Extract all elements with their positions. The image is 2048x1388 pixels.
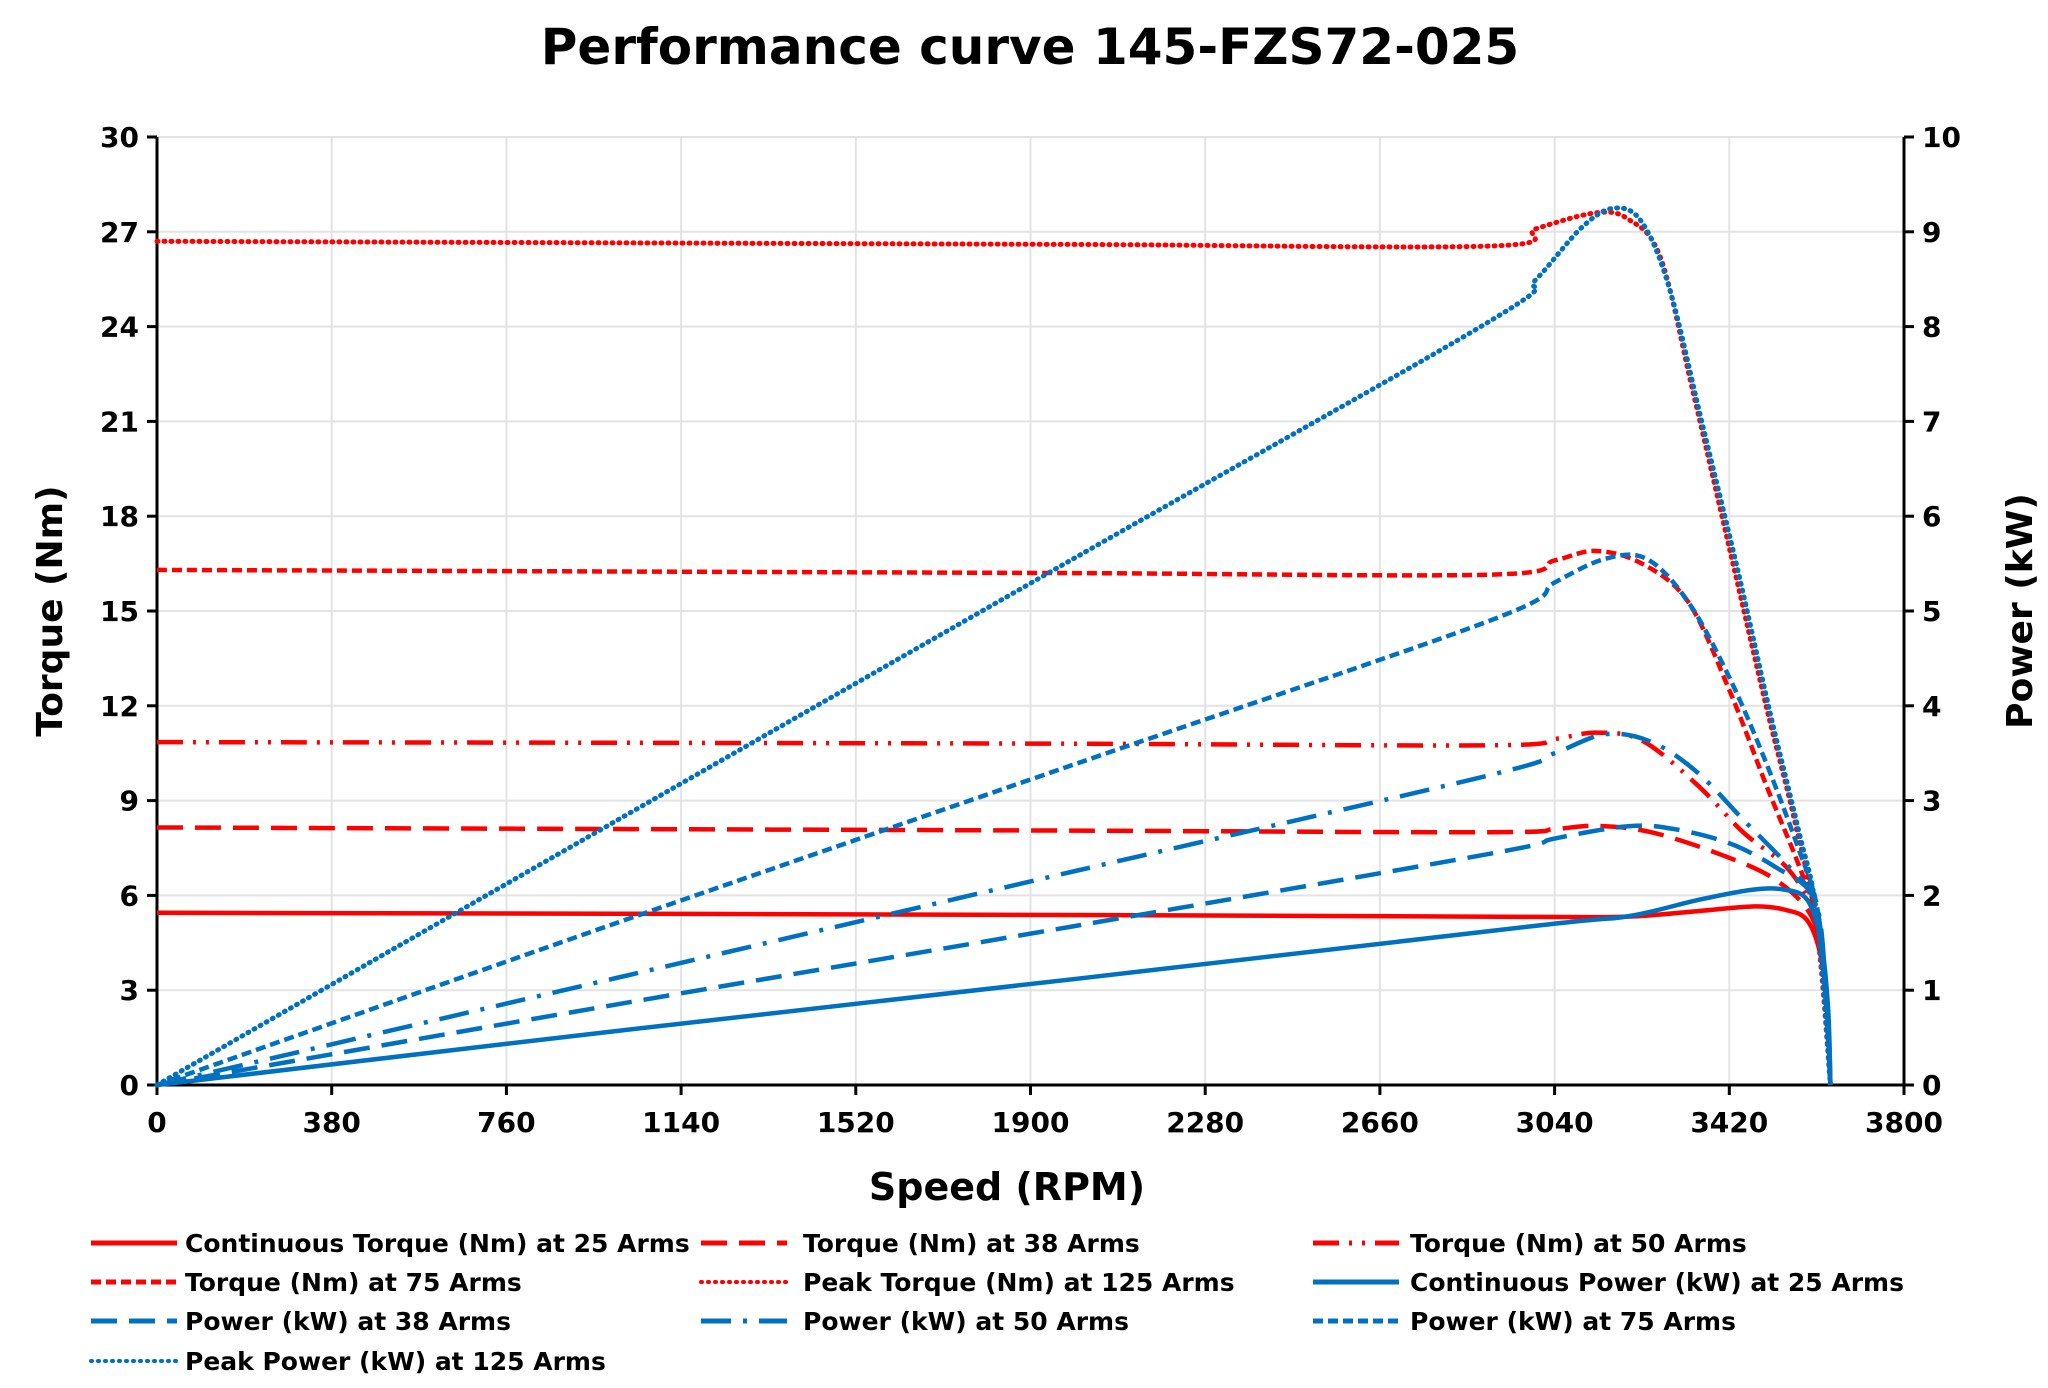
series-lines bbox=[154, 205, 1833, 1088]
y2-tick-label: 6 bbox=[1922, 500, 1941, 533]
y-tick-label: 24 bbox=[100, 311, 139, 344]
x-tick-label: 1140 bbox=[642, 1106, 720, 1139]
legend-label: Peak Power (kW) at 125 Arms bbox=[185, 1347, 606, 1376]
series-torque-nm-at-50-arms-line bbox=[156, 730, 1833, 1086]
series-power-kw-at-38-arms-line bbox=[156, 823, 1833, 1088]
y-tick-label: 15 bbox=[100, 595, 139, 628]
x-tick-label: 2660 bbox=[1341, 1106, 1419, 1139]
x-tick-label: 0 bbox=[147, 1106, 166, 1139]
x-tick-label: 2280 bbox=[1166, 1106, 1244, 1139]
x-axis-label: Speed (RPM) bbox=[869, 1165, 1145, 1209]
y2-tick-label: 5 bbox=[1922, 595, 1941, 628]
legend-label: Power (kW) at 75 Arms bbox=[1410, 1307, 1736, 1336]
x-tick-label: 760 bbox=[477, 1106, 535, 1139]
series-torque-nm-at-38-arms-line bbox=[156, 823, 1833, 1086]
x-tick-label: 380 bbox=[302, 1106, 360, 1139]
y2-tick-label: 9 bbox=[1922, 216, 1941, 249]
y-tick-label: 27 bbox=[100, 216, 139, 249]
y-tick-label: 21 bbox=[100, 405, 139, 438]
y-tick-label: 0 bbox=[120, 1069, 139, 1102]
y-tick-label: 3 bbox=[120, 974, 139, 1007]
legend-label: Continuous Power (kW) at 25 Arms bbox=[1410, 1268, 1904, 1297]
series-torque-nm-at-75-arms-line bbox=[156, 548, 1833, 1086]
y2-tick-label: 2 bbox=[1922, 879, 1941, 912]
series-continuous-torque-nm-at-25-arms-line bbox=[156, 904, 1833, 1086]
x-tick-label: 1520 bbox=[817, 1106, 895, 1139]
y-tick-label: 18 bbox=[100, 500, 139, 533]
legend: Continuous Torque (Nm) at 25 Arms Torque … bbox=[89, 1229, 1904, 1376]
legend-label: Torque (Nm) at 75 Arms bbox=[185, 1268, 522, 1297]
legend-label: Continuous Torque (Nm) at 25 Arms bbox=[185, 1229, 690, 1258]
series-peak-torque-nm-at-125-arms-line bbox=[154, 209, 1833, 1088]
gridlines bbox=[157, 136, 1904, 1085]
y-tick-label: 30 bbox=[100, 121, 139, 154]
y2-tick-label: 1 bbox=[1922, 974, 1941, 1007]
y2-tick-label: 10 bbox=[1922, 121, 1961, 154]
y2-tick-label: 3 bbox=[1922, 785, 1941, 818]
x-tick-label: 3800 bbox=[1865, 1106, 1943, 1139]
x-tick-label: 1900 bbox=[992, 1106, 1070, 1139]
series-power-kw-at-50-arms-line bbox=[156, 731, 1833, 1088]
y2-tick-label: 4 bbox=[1922, 690, 1941, 723]
y-tick-label: 12 bbox=[100, 690, 139, 723]
x-tick-label: 3040 bbox=[1516, 1106, 1594, 1139]
chart-title: Performance curve 145-FZS72-025 bbox=[541, 18, 1519, 76]
y2-tick-label: 7 bbox=[1922, 405, 1941, 438]
x-tick-label: 3420 bbox=[1690, 1106, 1768, 1139]
y2-axis-label: Power (kW) bbox=[2000, 493, 2041, 729]
y2-tick-label: 8 bbox=[1922, 311, 1941, 344]
axes: 0 380 760 1140 1520 1900 2280 2660 3040 3420 38000… bbox=[100, 121, 1961, 1139]
legend-label: Power (kW) at 38 Arms bbox=[185, 1307, 511, 1336]
y2-tick-label: 0 bbox=[1922, 1069, 1941, 1102]
legend-label: Power (kW) at 50 Arms bbox=[803, 1307, 1129, 1336]
y-tick-label: 9 bbox=[120, 785, 139, 818]
series-peak-power-kw-at-125-arms-line bbox=[154, 205, 1833, 1088]
series-power-kw-at-75-arms-line bbox=[156, 552, 1833, 1088]
legend-label: Torque (Nm) at 50 Arms bbox=[1410, 1229, 1747, 1258]
legend-label: Torque (Nm) at 38 Arms bbox=[803, 1229, 1140, 1258]
y-tick-label: 6 bbox=[120, 879, 139, 912]
y-axis-label: Torque (Nm) bbox=[30, 485, 71, 736]
legend-label: Peak Torque (Nm) at 125 Arms bbox=[803, 1268, 1235, 1297]
